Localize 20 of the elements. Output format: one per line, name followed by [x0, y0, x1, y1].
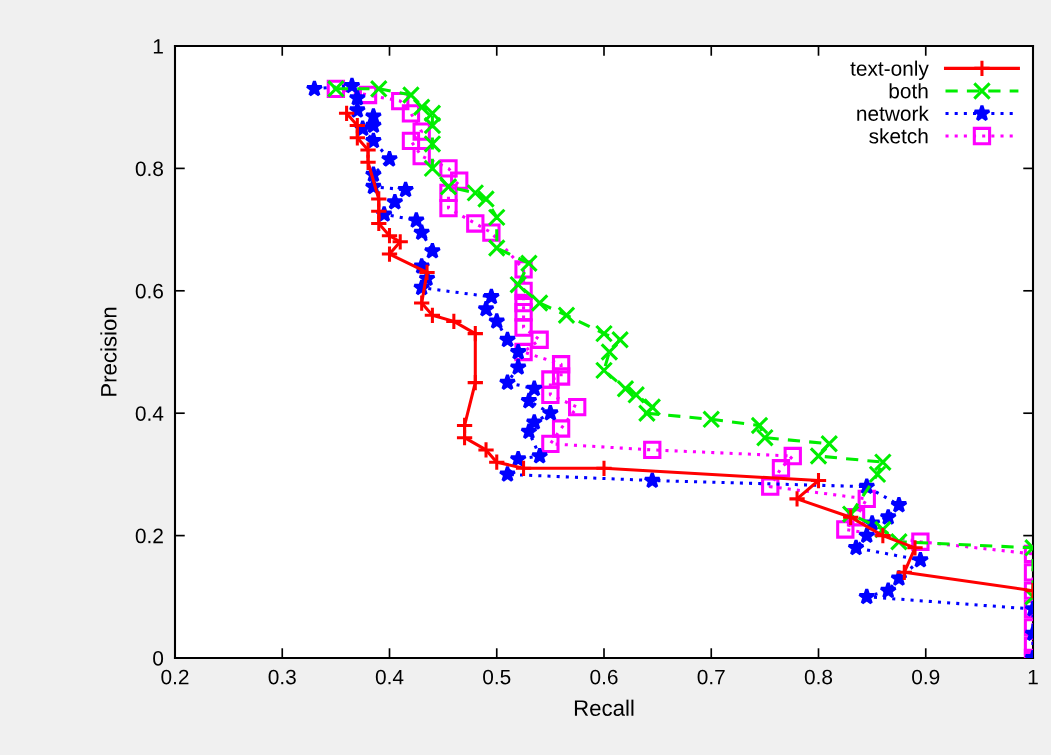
legend-label: network: [857, 105, 929, 121]
x-tick-label: 0.7: [697, 669, 725, 685]
y-tick-label: 0.6: [135, 283, 163, 299]
x-tick-label: 0.5: [483, 669, 511, 685]
x-tick-label: 0.9: [912, 669, 940, 685]
y-tick-label: 0: [153, 651, 164, 666]
y-tick-label: 0.4: [135, 406, 164, 421]
legend-label: sketch: [869, 128, 928, 144]
x-tick-label: 0.3: [268, 669, 296, 685]
x-tick-label: 0.8: [804, 669, 833, 685]
y-tick-label: 0.8: [135, 161, 163, 177]
legend-label: text-only: [850, 60, 929, 80]
x-tick-label: 1: [1028, 669, 1038, 685]
legend-label: both: [889, 83, 928, 99]
x-tick-label: 0.6: [590, 669, 618, 685]
y-tick-label: 0.2: [135, 528, 163, 544]
x-axis-title: Recall: [574, 699, 634, 716]
x-tick-label: 0.4: [375, 669, 404, 685]
y-tick-label: 1: [153, 39, 163, 54]
y-axis-title: Precision: [100, 307, 117, 396]
